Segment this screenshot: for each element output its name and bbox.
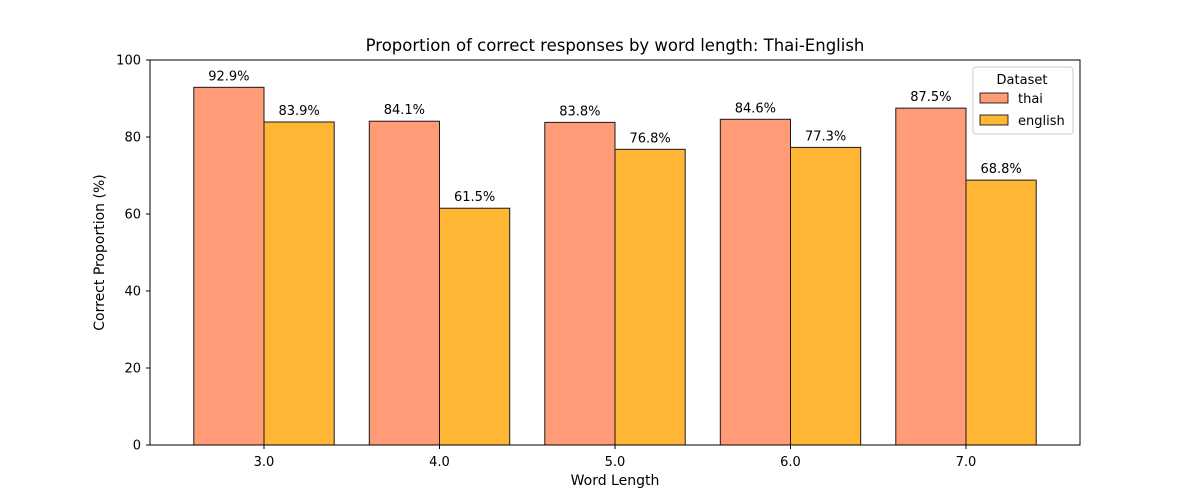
y-tick-label-20: 20 <box>124 362 141 377</box>
y-tick-label-0: 0 <box>133 439 141 454</box>
legend: Dataset thai english <box>972 66 1074 135</box>
bar-thai-6.0 <box>719 118 791 446</box>
legend-title: Dataset <box>997 73 1048 88</box>
bar-label-english-4.0: 61.5% <box>454 190 495 205</box>
bar-thai-3.0 <box>193 86 265 446</box>
bar-english-4.0 <box>439 207 511 446</box>
bar-label-thai-3.0: 92.9% <box>208 69 249 84</box>
bar-label-thai-5.0: 83.8% <box>559 104 600 119</box>
bar-english-5.0 <box>614 148 686 446</box>
x-tick-label-3.0: 3.0 <box>254 455 275 470</box>
x-tick-label-4.0: 4.0 <box>429 455 450 470</box>
legend-swatch-english <box>979 114 1009 126</box>
legend-swatch-thai <box>979 92 1009 104</box>
bar-label-thai-7.0: 87.5% <box>910 90 951 105</box>
bar-label-thai-4.0: 84.1% <box>384 103 425 118</box>
legend-label-english: english <box>1018 114 1065 129</box>
x-tick-label-7.0: 7.0 <box>956 455 977 470</box>
y-tick-label-80: 80 <box>124 131 141 146</box>
x-axis: 3.0 4.0 5.0 6.0 7.0 <box>254 445 977 470</box>
bar-label-english-6.0: 77.3% <box>805 129 846 144</box>
y-axis-label: Correct Proportion (%) <box>92 174 108 330</box>
bar-label-english-3.0: 83.9% <box>278 104 319 119</box>
y-tick-label-60: 60 <box>124 208 141 223</box>
x-axis-label: Word Length <box>571 473 660 489</box>
chart-title: Proportion of correct responses by word … <box>366 36 865 55</box>
y-tick-label-40: 40 <box>124 285 141 300</box>
bar-thai-7.0 <box>895 107 967 446</box>
bar-label-thai-6.0: 84.6% <box>735 101 776 116</box>
x-tick-label-6.0: 6.0 <box>780 455 801 470</box>
bar-english-3.0 <box>263 121 335 446</box>
x-tick-label-5.0: 5.0 <box>605 455 626 470</box>
bars-layer <box>193 86 1037 446</box>
y-tick-label-100: 100 <box>116 54 141 69</box>
bar-labels-layer: 92.9% 83.9% 84.1% 61.5% 83.8% 76.8% 84.6% 77.3%… <box>208 69 1022 205</box>
bar-english-6.0 <box>790 146 862 446</box>
bar-label-english-5.0: 76.8% <box>629 131 670 146</box>
bar-thai-5.0 <box>544 121 616 446</box>
bar-thai-4.0 <box>368 120 440 446</box>
bar-english-7.0 <box>965 179 1037 446</box>
bar-label-english-7.0: 68.8% <box>980 162 1021 177</box>
legend-label-thai: thai <box>1018 92 1043 107</box>
y-axis: 0 20 40 60 80 100 <box>116 54 150 454</box>
